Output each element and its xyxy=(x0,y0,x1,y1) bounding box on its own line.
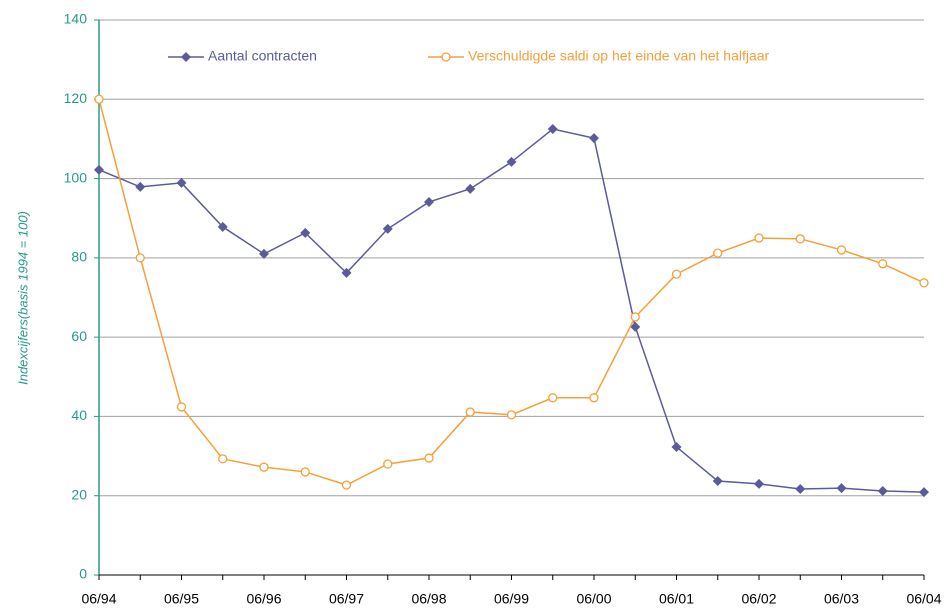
data-point xyxy=(795,483,806,494)
data-point xyxy=(300,227,311,238)
data-point xyxy=(506,410,517,420)
data-point xyxy=(548,393,558,403)
x-tick-label: 06/01 xyxy=(659,591,694,607)
legend-marker xyxy=(441,52,451,62)
x-tick-label: 06/94 xyxy=(81,591,116,607)
data-point xyxy=(259,248,269,259)
y-tick-label: 40 xyxy=(71,407,87,423)
data-point xyxy=(176,177,187,188)
series-line xyxy=(98,128,925,493)
data-point xyxy=(135,253,145,263)
data-point xyxy=(383,459,393,469)
data-point xyxy=(877,485,888,496)
x-tick-label: 06/02 xyxy=(741,591,776,607)
data-point xyxy=(589,133,599,144)
x-tick-label: 06/00 xyxy=(576,591,611,607)
legend-label: Aantal contracten xyxy=(208,48,317,64)
data-point xyxy=(919,278,929,288)
data-point xyxy=(135,181,146,192)
y-tick-label: 0 xyxy=(79,566,87,582)
data-point xyxy=(754,478,764,489)
data-point xyxy=(671,269,682,279)
data-point xyxy=(547,124,558,135)
y-axis-label: Indexcijfers(basis 1994 = 100) xyxy=(15,211,30,385)
legend-label: Verschuldigde saldi op het einde van het… xyxy=(468,48,770,64)
data-point xyxy=(836,483,847,494)
data-point xyxy=(754,233,764,243)
data-point xyxy=(795,234,805,244)
data-point xyxy=(878,259,888,269)
data-point xyxy=(341,480,352,490)
data-point xyxy=(382,223,393,234)
y-tick-label: 60 xyxy=(71,328,87,344)
data-point xyxy=(341,267,352,278)
legend-marker xyxy=(181,52,191,62)
data-point xyxy=(300,467,310,477)
x-tick-label: 06/03 xyxy=(824,591,859,607)
data-point xyxy=(94,94,104,104)
x-tick-label: 06/97 xyxy=(329,591,364,607)
data-point xyxy=(589,393,599,403)
data-point xyxy=(424,453,434,463)
y-tick-label: 80 xyxy=(71,249,87,265)
data-point xyxy=(506,156,517,167)
data-point xyxy=(919,487,929,498)
data-point xyxy=(836,245,847,255)
x-tick-label: 06/98 xyxy=(411,591,446,607)
x-tick-label: 06/96 xyxy=(246,591,281,607)
data-point xyxy=(217,221,228,232)
x-tick-label: 06/95 xyxy=(164,591,199,607)
data-point xyxy=(712,476,723,487)
x-tick-label: 06/04 xyxy=(906,591,941,607)
data-point xyxy=(94,164,104,175)
data-point xyxy=(218,454,228,464)
x-tick-label: 06/99 xyxy=(494,591,529,607)
y-tick-label: 120 xyxy=(64,90,88,106)
data-point xyxy=(465,183,476,194)
y-tick-label: 100 xyxy=(64,169,88,185)
y-tick-label: 20 xyxy=(71,486,87,502)
data-point xyxy=(713,248,723,258)
data-point xyxy=(671,441,682,452)
data-point xyxy=(424,196,434,207)
data-point xyxy=(465,407,475,417)
data-point xyxy=(630,312,640,322)
data-point xyxy=(630,321,641,332)
data-point xyxy=(176,402,187,412)
data-point xyxy=(259,462,269,472)
y-tick-label: 140 xyxy=(64,11,88,27)
